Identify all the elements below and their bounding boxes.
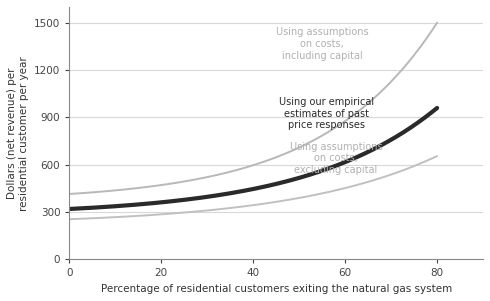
Text: Using assumptions
on costs,
excluding capital: Using assumptions on costs, excluding ca…	[290, 142, 382, 175]
Text: Using our empirical
estimates of past
price responses: Using our empirical estimates of past pr…	[279, 97, 374, 130]
Text: Using assumptions
on costs,
including capital: Using assumptions on costs, including ca…	[276, 27, 368, 61]
X-axis label: Percentage of residential customers exiting the natural gas system: Percentage of residential customers exit…	[100, 284, 452, 294]
Y-axis label: Dollars (net revenue) per
residential customer per year: Dollars (net revenue) per residential cu…	[7, 56, 28, 211]
